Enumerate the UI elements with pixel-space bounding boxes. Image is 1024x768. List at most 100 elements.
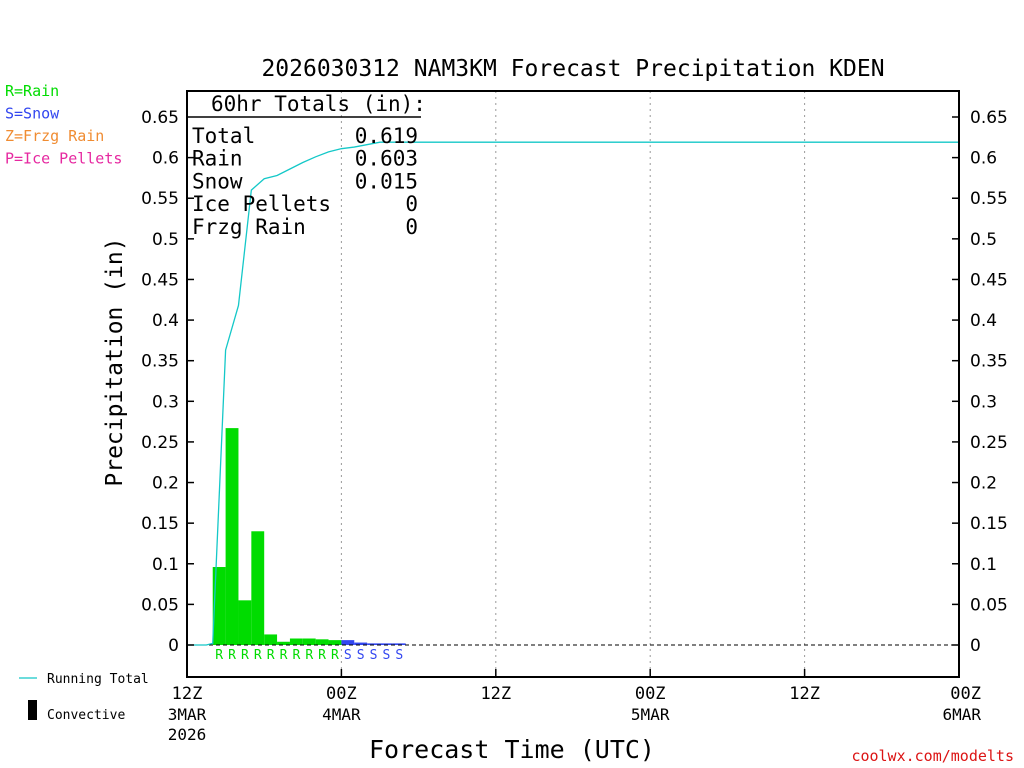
- y-tick-label-left-10: 0.5: [152, 230, 179, 250]
- y-tick-label-right-11: 0.55: [970, 189, 1008, 209]
- y-tick-label-right-0: 0: [970, 636, 981, 656]
- y-tick-label-left-8: 0.4: [152, 311, 179, 331]
- y-tick-label-left-3: 0.15: [141, 514, 179, 534]
- precip-bar-8: [315, 639, 329, 645]
- precip-bar-10: [341, 640, 355, 645]
- precip-bar-11: [354, 642, 368, 645]
- type-legend-0: R=Rain: [5, 82, 59, 100]
- x-tick-label-1: 00Z: [326, 684, 357, 704]
- precip-bar-4: [264, 634, 278, 645]
- type-legend-2: Z=Frzg Rain: [5, 127, 104, 145]
- type-label-8: R: [318, 648, 326, 663]
- type-label-5: R: [280, 648, 288, 663]
- totals-value-1: 0.603: [355, 147, 418, 171]
- x-axis-label: Forecast Time (UTC): [369, 735, 655, 764]
- running-total-line: [187, 141, 959, 646]
- y-tick-label-right-7: 0.35: [970, 352, 1008, 372]
- y-tick-label-left-4: 0.2: [152, 474, 179, 494]
- precip-bar-12: [367, 643, 380, 645]
- totals-heading: 60hr Totals (in):: [211, 92, 426, 116]
- y-axis-right: 0 0.05 0.1 0.15 0.2 0.25 0.3 0.35 0.4 0.45 0.5 0.55…: [952, 108, 1008, 656]
- y-tick-label-left-12: 0.6: [152, 149, 179, 169]
- y-tick-label-left-7: 0.35: [141, 352, 179, 372]
- precip-bar-0: [212, 567, 226, 645]
- totals-value-4: 0: [405, 215, 418, 239]
- y-tick-label-right-13: 0.65: [970, 108, 1008, 128]
- y-tick-label-left-5: 0.25: [141, 433, 179, 453]
- type-label-13: S: [383, 648, 391, 663]
- totals-label-3: Ice Pellets: [192, 192, 331, 216]
- type-label-3: R: [254, 648, 262, 663]
- x-tick-label-3: 00Z: [635, 684, 666, 704]
- precip-bar-7: [302, 638, 316, 645]
- type-label-4: R: [267, 648, 275, 663]
- y-tick-label-right-1: 0.05: [970, 595, 1008, 615]
- precip-bar-1: [225, 428, 239, 645]
- credit-text: coolwx.com/modelts: [851, 747, 1014, 765]
- precip-bar-3: [251, 531, 265, 645]
- type-legend-3: P=Ice Pellets: [5, 150, 122, 168]
- y-tick-label-left-13: 0.65: [141, 108, 179, 128]
- totals-box: 60hr Totals (in): Total 0.619 Rain 0.603 Snow…: [192, 92, 426, 239]
- y-axis-left: 0 0.05 0.1 0.15 0.2 0.25 0.3 0.35 0.4 0.45 0.5 0.55…: [141, 108, 194, 656]
- type-label-6: R: [292, 648, 300, 663]
- totals-label-0: Total: [192, 124, 255, 148]
- legend-label-0: Running Total: [47, 672, 149, 687]
- x-tick-label-5: 00Z: [950, 684, 981, 704]
- precip-bar-13: [380, 643, 393, 645]
- y-tick-label-right-5: 0.25: [970, 433, 1008, 453]
- type-label-9: R: [331, 648, 339, 663]
- x-tick-year-0: 2026: [168, 725, 207, 744]
- precip-bar-6: [289, 638, 303, 645]
- legend-swatch-bar: [28, 700, 37, 720]
- type-label-14: S: [395, 648, 403, 663]
- x-tick-label-0: 12Z: [172, 684, 203, 704]
- type-label-1: R: [228, 648, 236, 663]
- type-label-2: R: [241, 648, 249, 663]
- precip-bar-9: [328, 640, 342, 645]
- y-tick-label-right-3: 0.15: [970, 514, 1008, 534]
- precip-bar-14: [392, 643, 406, 645]
- chart-title: 2026030312 NAM3KM Forecast Precipitation…: [261, 56, 884, 82]
- vertical-grid: [340, 91, 806, 677]
- type-label-12: S: [370, 648, 378, 663]
- y-tick-label-right-8: 0.4: [970, 311, 997, 331]
- y-tick-label-right-9: 0.45: [970, 270, 1008, 290]
- totals-label-4: Frzg Rain: [192, 215, 306, 239]
- totals-label-2: Snow: [192, 169, 243, 193]
- totals-label-1: Rain: [192, 147, 243, 171]
- x-tick-date-0: 3MAR: [168, 705, 207, 724]
- y-tick-label-right-4: 0.2: [970, 474, 997, 494]
- totals-value-3: 0: [405, 192, 418, 216]
- totals-value-0: 0.619: [355, 124, 418, 148]
- y-tick-label-right-6: 0.3: [970, 392, 997, 412]
- y-tick-label-left-0: 0: [168, 636, 179, 656]
- y-tick-label-right-10: 0.5: [970, 230, 997, 250]
- y-tick-label-left-11: 0.55: [141, 189, 179, 209]
- precip-bar-5: [277, 641, 290, 645]
- precip-bars: [212, 428, 406, 645]
- y-tick-label-left-1: 0.05: [141, 595, 179, 615]
- x-tick-date-5: 6MAR: [942, 705, 981, 724]
- plot-frame: [186, 90, 960, 678]
- y-tick-label-left-9: 0.45: [141, 270, 179, 290]
- legend-label-1: Convective: [47, 708, 125, 723]
- y-tick-label-right-12: 0.6: [970, 149, 997, 169]
- x-tick-date-3: 5MAR: [631, 705, 670, 724]
- totals-value-2: 0.015: [355, 169, 418, 193]
- y-tick-label-left-6: 0.3: [152, 392, 179, 412]
- type-label-11: S: [357, 648, 365, 663]
- y-tick-label-left-2: 0.1: [152, 555, 179, 575]
- precip-bar-2: [238, 600, 252, 645]
- x-tick-date-1: 4MAR: [322, 705, 361, 724]
- precip-type-legend: R=Rain S=Snow Z=Frzg Rain P=Ice Pellets: [5, 82, 122, 168]
- type-label-10: S: [344, 648, 352, 663]
- type-legend-1: S=Snow: [5, 105, 60, 123]
- y-axis-label: Precipitation (in): [102, 237, 128, 486]
- line-legend: Running Total Convective: [19, 672, 149, 723]
- y-tick-label-right-2: 0.1: [970, 555, 997, 575]
